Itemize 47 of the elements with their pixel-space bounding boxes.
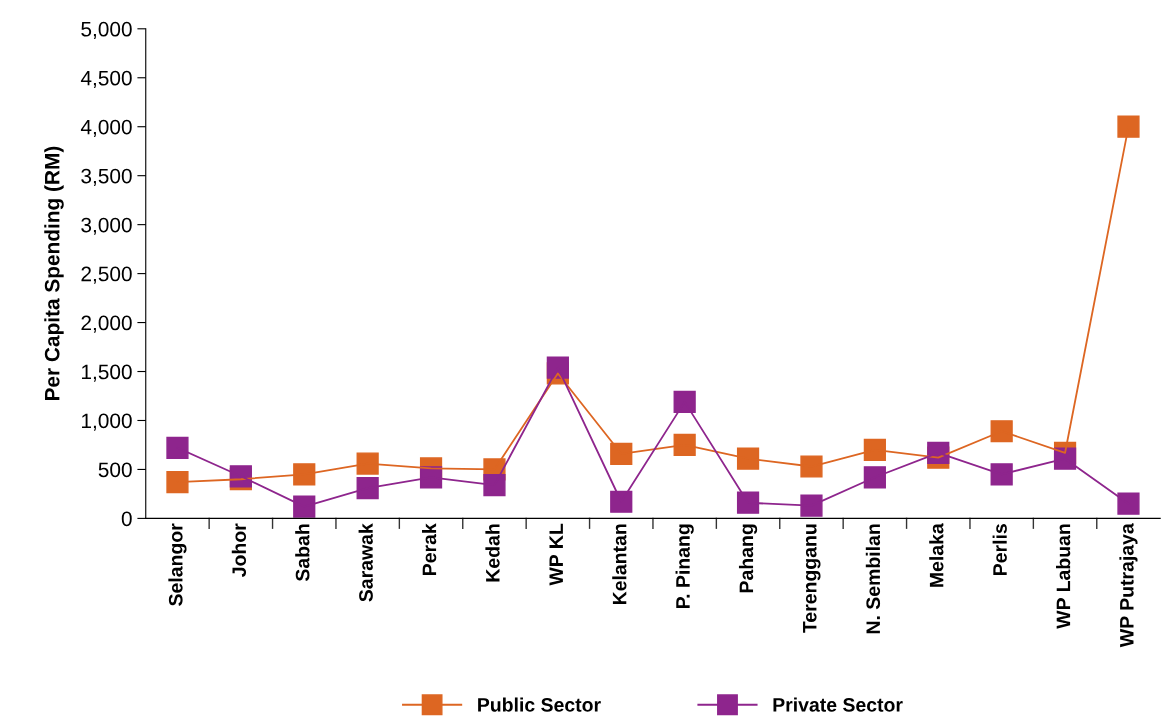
x-tick-label: N. Sembilan: [865, 524, 881, 634]
point: [673, 433, 696, 457]
y-tick-label: 1,000: [82, 413, 132, 431]
x-tick-label: P. Pinang: [675, 524, 694, 609]
point: [356, 452, 379, 475]
x-tick-label: Perak: [421, 523, 437, 575]
point: [1117, 492, 1140, 515]
x-tick-label: Pahang: [738, 524, 758, 593]
x-tick-label: WP KL: [549, 523, 563, 586]
x-tick-label: Selangor: [168, 523, 187, 606]
point: [800, 494, 823, 517]
x-tick-label: Sarawak: [358, 523, 373, 602]
y-tick-label: 4,500: [80, 70, 132, 88]
x-tick-label: Terengganu: [803, 524, 821, 633]
y-tick-label: 3,500: [81, 168, 132, 186]
point: [736, 447, 760, 470]
y-tick-label: 5,000: [81, 21, 132, 40]
y-tick-label: 4,000: [80, 119, 132, 137]
point: [610, 490, 633, 513]
point: [863, 438, 886, 461]
point: [1117, 115, 1140, 138]
legend-label: Public Sector: [478, 697, 601, 712]
y-tick-label: 2,000: [81, 315, 132, 333]
point: [166, 471, 189, 494]
y-tick-label: 1,500: [82, 364, 132, 382]
point: [610, 442, 633, 465]
point: [483, 473, 506, 497]
x-tick-label: WP Labuan: [1056, 524, 1071, 629]
x-tick-label: Melaka: [929, 523, 944, 587]
point: [166, 436, 189, 460]
y-tick-label: 500: [98, 462, 132, 478]
y-tick-label: 2,500: [81, 266, 132, 284]
x-tick-label: Kelantan: [612, 524, 627, 605]
point: [356, 476, 379, 500]
y-axis-title: Per Capita Spending (RM): [44, 146, 64, 401]
x-tick-label: WP Putrajaya: [1119, 523, 1138, 648]
x-tick-label: Johor: [231, 523, 247, 577]
y-tick-label: 0: [121, 511, 132, 527]
y-tick-label: 3,000: [81, 217, 132, 235]
x-tick-label: Perlis: [992, 524, 1007, 575]
point: [293, 463, 316, 486]
point: [990, 420, 1013, 443]
legend-label: Private Sector: [773, 697, 903, 712]
x-tick-label: Sabah: [295, 524, 310, 582]
point: [800, 455, 823, 478]
point: [293, 495, 316, 518]
x-tick-label: Kedah: [485, 524, 500, 582]
